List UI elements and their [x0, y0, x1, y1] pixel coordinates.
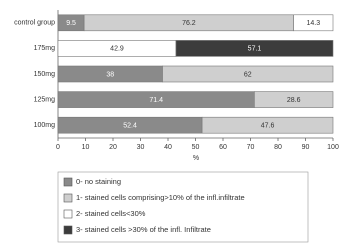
data-label: 62	[244, 71, 252, 78]
data-label: 38	[106, 71, 114, 78]
x-tick-label: 90	[302, 144, 310, 151]
x-tick-label: 70	[247, 144, 255, 151]
data-label: 14.3	[307, 20, 321, 27]
data-label: 9.5	[66, 20, 76, 27]
legend-swatch	[63, 209, 73, 219]
bar-segment	[254, 91, 334, 108]
x-tick-label: 80	[274, 144, 282, 151]
bar-segment	[201, 116, 334, 134]
x-tick-label: 50	[192, 144, 200, 151]
legend-swatch	[63, 177, 73, 187]
bar-segment	[175, 40, 334, 57]
x-tick-label: 40	[164, 144, 172, 151]
data-label: 52.4	[123, 123, 137, 130]
x-tick-label: 20	[109, 144, 117, 151]
y-tick-label: 150mg	[34, 71, 56, 78]
bar-segment	[162, 65, 334, 83]
data-label: 47.6	[261, 123, 275, 130]
y-tick-label: control group	[14, 20, 55, 27]
x-tick-label: 100	[327, 144, 339, 151]
legend-box	[57, 171, 309, 243]
y-tick-label: 175mg	[34, 45, 56, 52]
y-tick-label: 125mg	[34, 96, 56, 103]
data-label: 28.6	[287, 97, 301, 104]
legend-swatch	[63, 225, 73, 235]
x-tick-label: 60	[219, 144, 227, 151]
x-tick-label: 10	[82, 144, 90, 151]
legend-label: 2- stained cells<30%	[76, 209, 146, 218]
bar-segment	[293, 14, 334, 32]
x-tick-label: 0	[56, 144, 60, 151]
legend-label: 0- no staining	[76, 177, 121, 186]
data-label: 71.4	[149, 97, 163, 104]
legend-label: 1- stained cells comprising>10% of the i…	[76, 193, 245, 202]
y-tick-label: 100mg	[34, 122, 56, 129]
data-label: 57.1	[248, 46, 262, 53]
x-tick-label: 30	[137, 144, 145, 151]
data-label: 76.2	[182, 20, 196, 27]
legend-label: 3- stained cells >30% of the infl. Infil…	[76, 225, 211, 234]
x-axis-label: %	[193, 155, 199, 162]
legend-swatch	[63, 193, 73, 203]
data-label: 42.9	[110, 46, 124, 53]
